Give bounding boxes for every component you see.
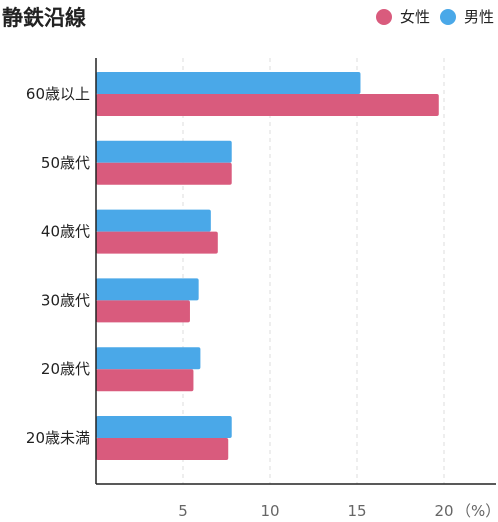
bar-female-3 xyxy=(96,300,190,323)
legend-dot-female xyxy=(375,8,392,25)
x-tick-label-10: 10 xyxy=(260,502,279,520)
x-tick-label-20: 20 xyxy=(434,502,453,520)
bar-male-1 xyxy=(96,140,232,163)
category-label-4: 20歳代 xyxy=(41,360,90,378)
legend-dot-male xyxy=(439,8,456,25)
chart-title: 静鉄沿線 xyxy=(2,6,86,30)
legend-item-male: 男性 xyxy=(439,6,494,27)
legend-label-female: 女性 xyxy=(399,8,430,26)
bar-female-5 xyxy=(96,438,229,460)
legend-item-female: 女性 xyxy=(375,6,430,27)
x-tick-label-15: 15 xyxy=(347,502,366,520)
category-label-3: 30歳代 xyxy=(41,291,90,309)
bar-male-2 xyxy=(96,209,211,232)
x-axis-unit: （%） xyxy=(456,502,498,520)
bar-male-3 xyxy=(96,278,199,301)
category-label-0: 60歳以上 xyxy=(26,85,90,103)
x-tick-label-5: 5 xyxy=(178,502,188,520)
bar-female-4 xyxy=(96,369,194,392)
bar-female-0 xyxy=(96,94,439,116)
category-label-2: 40歳代 xyxy=(41,223,90,241)
legend: 女性 男性 xyxy=(375,6,494,27)
bar-male-5 xyxy=(96,416,232,438)
category-label-1: 50歳代 xyxy=(41,154,90,172)
bar-male-0 xyxy=(96,72,361,94)
bar-female-2 xyxy=(96,231,218,254)
bar-male-4 xyxy=(96,347,201,370)
bar-female-1 xyxy=(96,162,232,185)
category-label-5: 20歳未満 xyxy=(26,429,90,447)
legend-label-male: 男性 xyxy=(463,8,494,26)
